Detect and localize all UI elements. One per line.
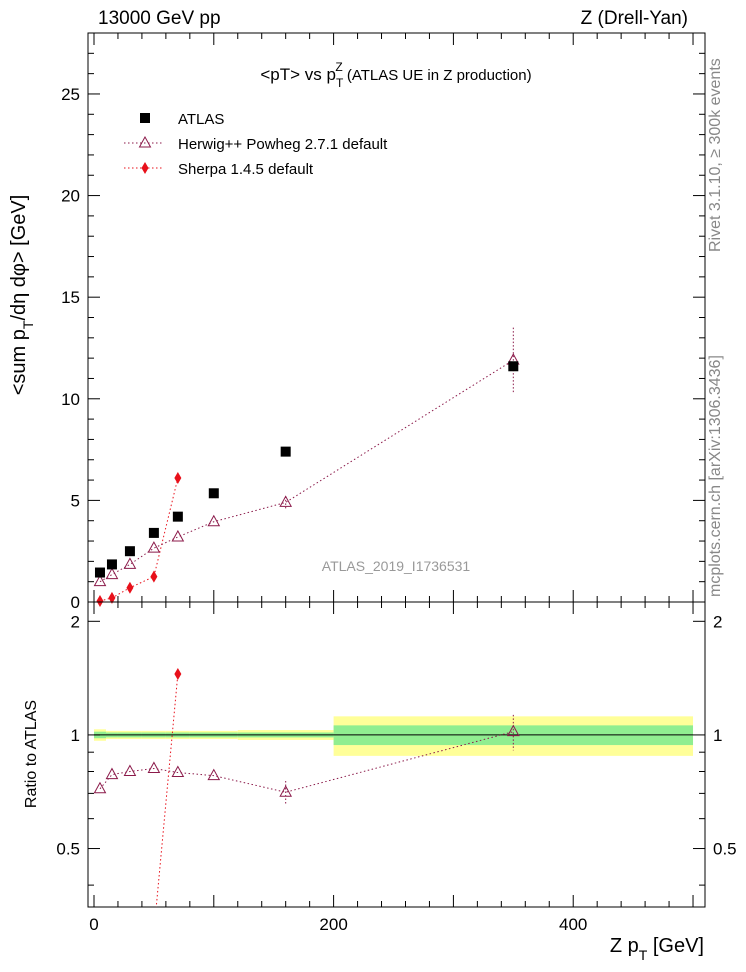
ratio-y-axis-label: Ratio to ATLAS (23, 700, 40, 808)
ratio-x-tick-label: 0 (89, 915, 98, 934)
ratio-x-axis: 0 200 400 (89, 602, 694, 934)
ratio-y-tick-label: 0.5 (56, 840, 80, 859)
legend-marker (138, 135, 152, 148)
title-sub-t: T (336, 76, 344, 90)
main-y-tick-label: 20 (61, 187, 80, 206)
ratio-uncertainty-bands (93, 716, 694, 756)
main-point-atlas (208, 488, 219, 499)
ylabel-part-a: <sum p (8, 329, 30, 395)
xlabel-sub-t: T (639, 947, 648, 963)
main-line-sherpa-1-4-5-default (99, 477, 179, 602)
xlabel-part-b: [GeV] (647, 935, 704, 957)
main-y-tick-label: 25 (61, 85, 80, 104)
ratio-y-tick-label: 1 (71, 726, 80, 745)
title-part-b: (ATLAS UE in Z production) (343, 67, 532, 84)
main-point-herwig-powheg-2-7-1-default (123, 557, 137, 569)
main-point-atlas (124, 546, 135, 557)
mcplots-source-label: mcplots.cern.ch [arXiv:1306.3436] (707, 355, 724, 597)
ratio-point-herwig-powheg-2-7-1-default (93, 781, 107, 794)
ratio-y-tick-label-right: 1 (713, 726, 722, 745)
ylabel-sub-t: T (20, 320, 36, 329)
main-point-atlas (94, 567, 105, 578)
main-plot-panel: 0 5 10 15 20 25 ATLAS_2019_I1736531 <pT> vs p… (8, 32, 706, 612)
legend-label: Herwig++ Powheg 2.7.1 default (178, 136, 388, 153)
main-x-ticks (93, 33, 694, 602)
legend-marker (140, 113, 150, 123)
main-point-herwig-powheg-2-7-1-default (171, 529, 185, 542)
ratio-point-sherpa-1-4-5-default (174, 668, 182, 681)
process-label: Z (Drell-Yan) (580, 8, 688, 29)
ratio-y-tick-label: 2 (71, 612, 80, 631)
main-point-sherpa-1-4-5-default (126, 581, 134, 594)
main-line-herwig-powheg-2-7-1-default (99, 359, 514, 583)
ratio-plot-panel: 0.5 0.5 1 1 2 2 0 200 400 Ratio to ATLAS Z pT [… (23, 601, 737, 963)
main-point-herwig-powheg-2-7-1-default (93, 574, 107, 587)
ratio-point-herwig-powheg-2-7-1-default (147, 761, 161, 773)
main-point-sherpa-1-4-5-default (96, 594, 104, 607)
main-y-axis: 0 5 10 15 20 25 (61, 52, 705, 612)
legend-label: Sherpa 1.4.5 default (178, 161, 314, 178)
ratio-line-herwig-powheg-2-7-1-default (99, 731, 514, 793)
xlabel-part-a: Z p (610, 935, 639, 957)
main-point-atlas (172, 511, 183, 522)
analysis-watermark: ATLAS_2019_I1736531 (322, 558, 471, 574)
ratio-plot-frame (87, 601, 706, 908)
main-point-atlas (148, 527, 159, 538)
main-y-tick-label: 10 (61, 390, 80, 409)
ratio-point-herwig-powheg-2-7-1-default (123, 764, 137, 776)
main-point-sherpa-1-4-5-default (108, 591, 116, 604)
ratio-series-layer (93, 668, 520, 907)
title-sup-z: Z (335, 60, 342, 74)
ratio-x-tick-label: 400 (559, 915, 587, 934)
ratio-line-sherpa-1-4-5-default (155, 673, 179, 907)
ratio-point-herwig-powheg-2-7-1-default (207, 768, 221, 781)
ratio-y-axis: 0.5 0.5 1 1 2 2 (56, 612, 737, 886)
energy-label: 13000 GeV pp (98, 8, 221, 29)
main-y-tick-label: 0 (71, 593, 80, 612)
ylabel-part-b: /dη dφ> [GeV] (8, 195, 30, 321)
main-point-atlas (508, 361, 519, 372)
main-series-layer (93, 327, 520, 607)
legend-marker (141, 162, 149, 174)
ratio-point-herwig-powheg-2-7-1-default (506, 724, 520, 737)
main-point-sherpa-1-4-5-default (150, 570, 158, 583)
ratio-y-tick-label-right: 0.5 (713, 840, 737, 859)
ratio-y-tick-label-right: 2 (713, 612, 722, 631)
legend-label: ATLAS (178, 111, 224, 128)
ratio-point-herwig-powheg-2-7-1-default (171, 765, 185, 778)
main-y-axis-label: <sum pT/dη dφ> [GeV] (8, 195, 36, 396)
main-point-herwig-powheg-2-7-1-default (105, 567, 119, 580)
ratio-point-herwig-powheg-2-7-1-default (105, 767, 119, 780)
main-point-sherpa-1-4-5-default (174, 472, 182, 485)
ratio-x-tick-label: 200 (319, 915, 347, 934)
ratio-point-herwig-powheg-2-7-1-default (279, 785, 293, 797)
main-point-herwig-powheg-2-7-1-default (207, 514, 221, 527)
main-point-atlas (106, 559, 117, 570)
main-plot-title: <pT> vs pTZ (ATLAS UE in Z production) (260, 60, 531, 90)
x-axis-label: Z pT [GeV] (610, 935, 704, 963)
main-point-herwig-powheg-2-7-1-default (279, 495, 293, 507)
main-y-tick-label: 15 (61, 288, 80, 307)
main-y-tick-label: 5 (71, 491, 80, 510)
main-point-atlas (280, 446, 291, 457)
legend: ATLAS Herwig++ Powheg 2.7.1 default Sherpa… (124, 111, 388, 178)
title-part-a: <pT> vs p (260, 65, 336, 84)
main-point-herwig-powheg-2-7-1-default (147, 541, 161, 553)
rivet-version-label: Rivet 3.1.10, ≥ 300k events (707, 58, 724, 252)
